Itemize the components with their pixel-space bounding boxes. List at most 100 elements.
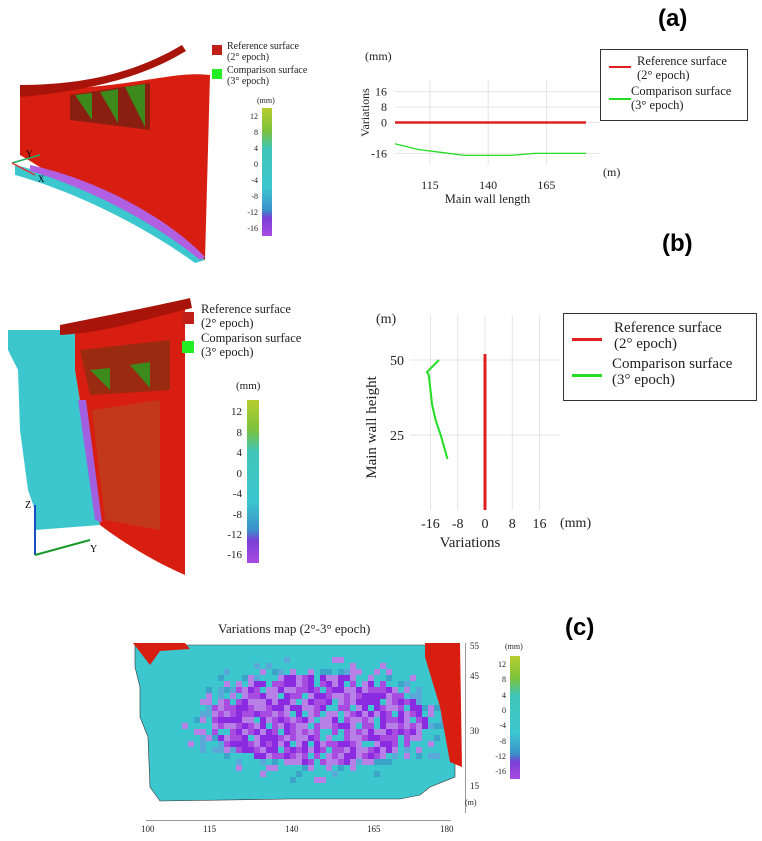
variation-cell: [242, 711, 248, 717]
variation-cell: [350, 711, 356, 717]
variation-cell: [260, 729, 266, 735]
variation-cell: [398, 729, 404, 735]
variation-cell: [326, 765, 332, 771]
y-unit: (mm): [365, 49, 392, 63]
variation-cell: [200, 711, 206, 717]
variation-cell: [296, 675, 302, 681]
variation-cell: [296, 717, 302, 723]
foundation-surface: [8, 330, 100, 530]
variation-cell: [314, 711, 320, 717]
variation-cell: [308, 681, 314, 687]
variation-cell: [434, 705, 440, 711]
variation-cell: [332, 693, 338, 699]
variation-cell: [254, 741, 260, 747]
variation-cell: [302, 765, 308, 771]
variation-cell: [278, 687, 284, 693]
x-tick-label: 165: [537, 178, 555, 192]
variation-cell: [260, 753, 266, 759]
variation-cell: [266, 693, 272, 699]
variation-cell: [362, 735, 368, 741]
variation-cell: [374, 705, 380, 711]
variation-cell: [242, 675, 248, 681]
cb-a-tick: -4: [251, 176, 258, 185]
variation-cell: [224, 705, 230, 711]
variation-cell: [356, 699, 362, 705]
variation-cell: [374, 699, 380, 705]
legend-line-comparison: [609, 98, 631, 100]
variation-cell: [404, 711, 410, 717]
variation-cell: [272, 687, 278, 693]
variation-cell: [338, 705, 344, 711]
variation-cell: [266, 717, 272, 723]
variation-cell: [224, 699, 230, 705]
variation-cell: [398, 711, 404, 717]
variation-cell: [272, 759, 278, 765]
variation-cell: [356, 729, 362, 735]
variation-cell: [350, 729, 356, 735]
variation-cell: [224, 687, 230, 693]
green-patches: [75, 84, 145, 127]
map-x-tick: 165: [367, 824, 381, 834]
variation-cell: [308, 693, 314, 699]
variation-cell: [368, 681, 374, 687]
cb-c-tick: 4: [502, 691, 506, 700]
variation-cell: [260, 735, 266, 741]
variation-cell: [278, 753, 284, 759]
variation-cell: [296, 723, 302, 729]
variation-cell: [332, 675, 338, 681]
variation-cell: [350, 693, 356, 699]
cb-a-tick: 12: [250, 112, 258, 121]
variation-cell: [212, 729, 218, 735]
variation-cell: [368, 687, 374, 693]
variation-cell: [410, 699, 416, 705]
variation-cell: [416, 753, 422, 759]
variation-cell: [374, 735, 380, 741]
variation-cell: [326, 759, 332, 765]
variation-cell: [302, 753, 308, 759]
variation-cell: [398, 705, 404, 711]
variation-cell: [350, 765, 356, 771]
map-x-tick: 180: [440, 824, 454, 834]
legend-ref-line1: Reference surface: [227, 41, 299, 52]
variation-cell: [308, 735, 314, 741]
variation-cell: [440, 723, 446, 729]
variation-cell: [392, 693, 398, 699]
variation-cell: [320, 699, 326, 705]
variation-cell: [344, 717, 350, 723]
variation-cell: [248, 675, 254, 681]
cb-b-tick: -12: [227, 529, 242, 541]
variation-cell: [260, 681, 266, 687]
variation-cell: [332, 741, 338, 747]
variation-cell: [182, 723, 188, 729]
variation-cell: [272, 765, 278, 771]
variation-cell: [314, 693, 320, 699]
legend-swatch-comparison: [212, 69, 222, 79]
variation-cell: [386, 711, 392, 717]
variation-cell: [374, 729, 380, 735]
variation-cell: [230, 705, 236, 711]
variations-map: [133, 643, 462, 802]
variation-cell: [416, 699, 422, 705]
variation-cell: [368, 675, 374, 681]
variation-cell: [218, 711, 224, 717]
variation-cell: [386, 735, 392, 741]
variation-cell: [326, 723, 332, 729]
variation-cell: [224, 747, 230, 753]
variation-cell: [320, 759, 326, 765]
variation-cell: [332, 771, 338, 777]
variation-cell: [218, 705, 224, 711]
variation-cell: [314, 753, 320, 759]
variation-cell: [254, 699, 260, 705]
right-abutment: [425, 643, 462, 767]
variation-cell: [278, 699, 284, 705]
variation-cell: [194, 729, 200, 735]
variation-cell: [374, 753, 380, 759]
variation-cell: [422, 717, 428, 723]
variation-cell: [272, 669, 278, 675]
variation-cell: [290, 753, 296, 759]
variation-cell: [260, 669, 266, 675]
legend-ref-line1: Reference surface: [637, 54, 727, 68]
variation-cell: [212, 723, 218, 729]
variation-cell: [242, 687, 248, 693]
variation-cell: [242, 729, 248, 735]
